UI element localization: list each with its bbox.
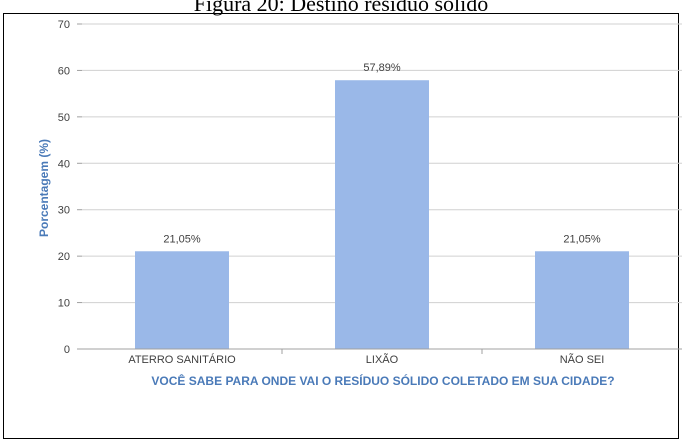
y-tick-label: 50: [58, 112, 70, 124]
chart-frame: [3, 13, 679, 439]
data-label: 21,05%: [563, 233, 601, 245]
data-label: 21,05%: [163, 233, 201, 245]
data-label: 57,89%: [363, 62, 401, 74]
data-labels: 21,05% 57,89% 21,05%: [163, 62, 601, 245]
x-axis: [82, 348, 682, 354]
category-labels: ATERRO SANITÁRIO LIXÃO NÃO SEI: [128, 353, 604, 366]
category-label: LIXÃO: [366, 353, 399, 366]
y-tick-label: 20: [58, 251, 70, 263]
y-tick-labels: 0 10 20 30 40 50 60 70: [58, 19, 82, 356]
y-tick-label: 0: [64, 344, 70, 356]
category-label: ATERRO SANITÁRIO: [128, 353, 236, 366]
y-axis-title: Porcentagem (%): [37, 139, 51, 237]
y-tick-label: 60: [58, 65, 70, 77]
y-tick-label: 10: [58, 298, 70, 310]
y-tick-label: 30: [58, 205, 70, 217]
bars: [135, 80, 629, 349]
y-tick-label: 70: [58, 19, 70, 31]
bar-3: [535, 251, 629, 349]
bar-1: [135, 251, 229, 349]
x-axis-title: VOCÊ SABE PARA ONDE VAI O RESÍDUO SÓLIDO…: [151, 373, 614, 388]
y-tick-label: 40: [58, 158, 70, 170]
bar-2: [335, 80, 429, 349]
category-label: NÃO SEI: [560, 353, 605, 366]
figure-caption: Figura 20: Destino resíduo sólido: [193, 0, 489, 16]
